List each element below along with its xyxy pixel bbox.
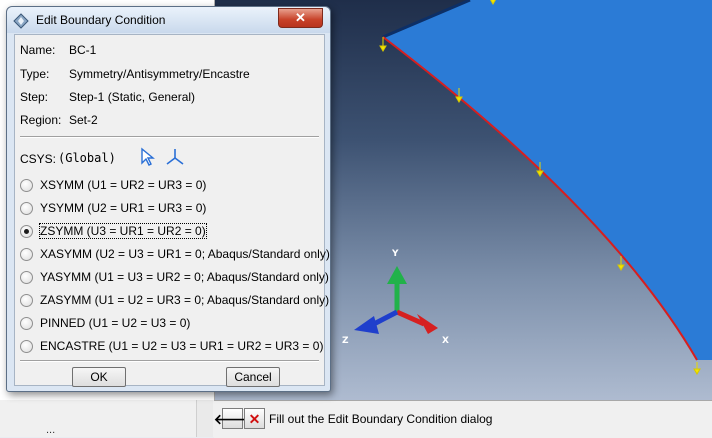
- cancel-button[interactable]: Cancel: [226, 367, 280, 387]
- bc-marker: [379, 37, 387, 52]
- option-zsymm[interactable]: ZSYMM (U3 = UR1 = UR2 = 0): [20, 222, 207, 240]
- csys-value: (Global): [58, 151, 116, 165]
- prompt-cancel-button[interactable]: ✕: [244, 408, 265, 429]
- part-top-edge: [382, 0, 471, 39]
- region-label: Region:: [20, 113, 62, 127]
- model-tree-footer: [0, 400, 214, 437]
- option-xasymm-label: XASYMM (U2 = U3 = UR1 = 0; Abaqus/Standa…: [40, 247, 330, 261]
- bc-marker: [693, 362, 701, 375]
- radio-zsymm[interactable]: [20, 224, 33, 238]
- part-surface: [383, 0, 712, 360]
- radio-xsymm[interactable]: [20, 178, 33, 192]
- dialog-titlebar[interactable]: Edit Boundary Condition ✕: [7, 7, 330, 33]
- ok-button[interactable]: OK: [72, 367, 126, 387]
- dialog-client-area: Name: BC-1 Type: Symmetry/Antisymmetry/E…: [14, 34, 330, 387]
- red-x-icon: ✕: [248, 410, 261, 427]
- bc-marker: [617, 256, 625, 271]
- arrow-cursor-icon[interactable]: [139, 147, 157, 167]
- option-pinned[interactable]: PINNED (U1 = U2 = U3 = 0): [20, 314, 190, 332]
- dialog-title: Edit Boundary Condition: [36, 13, 166, 27]
- model-tree-scrollbar[interactable]: [196, 400, 213, 437]
- option-ysymm-label: YSYMM (U2 = UR1 = UR3 = 0): [40, 201, 207, 215]
- step-label: Step:: [20, 90, 49, 104]
- model-tree-peek-text: ...: [46, 424, 56, 436]
- selected-edge: [382, 36, 698, 361]
- close-icon: ✕: [295, 10, 306, 25]
- type-label: Type:: [20, 67, 50, 81]
- region-value: Set-2: [69, 113, 98, 127]
- abaqus-dialog-icon: [13, 13, 29, 29]
- name-value: BC-1: [69, 43, 97, 57]
- edit-boundary-condition-dialog: Edit Boundary Condition ✕ Name: BC-1 Typ…: [6, 6, 331, 392]
- prompt-text: Fill out the Edit Boundary Condition dia…: [269, 412, 493, 426]
- option-xasymm[interactable]: XASYMM (U2 = U3 = UR1 = 0; Abaqus/Standa…: [20, 245, 330, 263]
- radio-encastre[interactable]: [20, 339, 33, 353]
- option-xsymm-label: XSYMM (U1 = UR2 = UR3 = 0): [40, 178, 207, 192]
- option-xsymm[interactable]: XSYMM (U1 = UR2 = UR3 = 0): [20, 176, 206, 194]
- option-zsymm-label: ZSYMM (U3 = UR1 = UR2 = 0): [39, 223, 207, 239]
- option-zasymm-label: ZASYMM (U1 = U2 = UR3 = 0; Abaqus/Standa…: [40, 293, 330, 307]
- prompt-bar: 🡐 ✕ Fill out the Edit Boundary Condition…: [214, 400, 712, 438]
- view-triad: Y X Z: [342, 249, 449, 346]
- option-encastre-label: ENCASTRE (U1 = U2 = U3 = UR1 = UR2 = UR3…: [40, 339, 324, 353]
- triad-icon[interactable]: [165, 147, 185, 167]
- option-yasymm-label: YASYMM (U1 = U3 = UR2 = 0; Abaqus/Standa…: [40, 270, 329, 284]
- triad-x-label: X: [442, 336, 449, 346]
- close-button[interactable]: ✕: [278, 8, 323, 28]
- radio-ysymm[interactable]: [20, 201, 33, 215]
- radio-pinned[interactable]: [20, 316, 33, 330]
- radio-zasymm[interactable]: [20, 293, 33, 307]
- bc-markers: [379, 0, 701, 375]
- type-value: Symmetry/Antisymmetry/Encastre: [69, 67, 250, 81]
- separator: [20, 360, 319, 362]
- option-ysymm[interactable]: YSYMM (U2 = UR1 = UR3 = 0): [20, 199, 206, 217]
- model-canvas[interactable]: Y X Z: [0, 0, 712, 400]
- bc-marker: [536, 162, 544, 177]
- option-encastre[interactable]: ENCASTRE (U1 = U2 = U3 = UR1 = UR2 = UR3…: [20, 337, 323, 355]
- option-zasymm[interactable]: ZASYMM (U1 = U2 = UR3 = 0; Abaqus/Standa…: [20, 291, 329, 309]
- triad-z-label: Z: [342, 336, 349, 346]
- option-yasymm[interactable]: YASYMM (U1 = U3 = UR2 = 0; Abaqus/Standa…: [20, 268, 329, 286]
- separator: [20, 136, 319, 138]
- bc-marker: [490, 0, 496, 5]
- step-value: Step-1 (Static, General): [69, 90, 196, 104]
- bc-marker: [455, 88, 463, 103]
- option-pinned-label: PINNED (U1 = U2 = U3 = 0): [40, 316, 191, 330]
- radio-yasymm[interactable]: [20, 270, 33, 284]
- triad-y-label: Y: [391, 249, 399, 259]
- back-arrow-icon: 🡐: [213, 410, 252, 427]
- prompt-back-button[interactable]: 🡐: [214, 408, 251, 429]
- name-label: Name:: [20, 43, 56, 57]
- csys-label: CSYS:: [20, 152, 57, 166]
- radio-xasymm[interactable]: [20, 247, 33, 261]
